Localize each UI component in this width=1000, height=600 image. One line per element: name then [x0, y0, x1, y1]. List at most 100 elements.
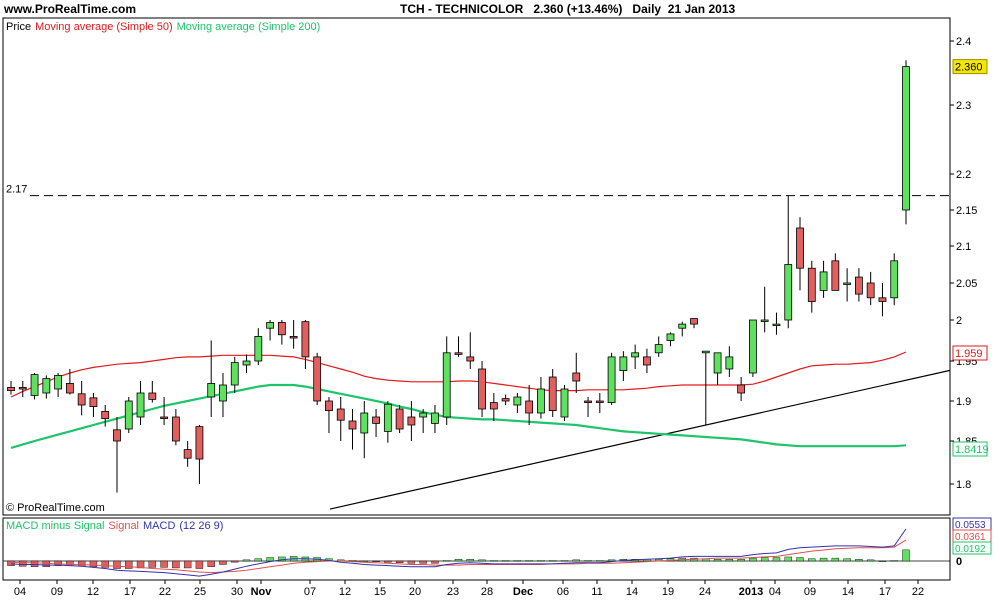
- candle-body: [325, 400, 333, 412]
- y-tick-label: 2.4: [956, 36, 971, 48]
- candle-body: [89, 397, 98, 407]
- candle-body: [548, 376, 557, 411]
- candle: [643, 348, 651, 373]
- x-tick-label: Nov: [251, 586, 273, 598]
- candle-body: [419, 412, 428, 418]
- candle-body: [313, 356, 322, 402]
- macd-hist-bar: [572, 559, 580, 562]
- macd-hist-bar: [749, 557, 757, 562]
- candle-body: [219, 384, 227, 402]
- macd-hist-bar: [819, 557, 828, 562]
- x-tick-label: 28: [481, 586, 493, 598]
- candle: [266, 320, 274, 341]
- candle: [854, 268, 863, 302]
- macd-hist-bar: [207, 560, 215, 568]
- macd-hist-bar: [160, 560, 168, 568]
- candle: [7, 381, 15, 395]
- y-tick-label: 1.8: [956, 479, 971, 491]
- x-tick-label: 2013: [739, 586, 763, 598]
- candle-body: [65, 382, 74, 394]
- x-tick-label: 04: [769, 586, 781, 598]
- x-tick-label: 22: [912, 586, 924, 598]
- macd-hist-bar: [772, 557, 781, 562]
- macd-hist-bar: [537, 560, 545, 562]
- macd-hist-bar: [490, 560, 498, 562]
- candle-body: [372, 416, 380, 424]
- macd-hist-bar: [254, 558, 263, 562]
- macd-hist-bar: [219, 560, 227, 565]
- macd-hist-bar: [77, 560, 86, 567]
- candle-body: [572, 372, 581, 382]
- candle-body: [643, 356, 651, 366]
- candle-body: [902, 66, 910, 211]
- x-tick-label: 15: [374, 586, 386, 598]
- last-hist-badge: 0.0192: [955, 544, 986, 555]
- candle-body: [701, 350, 710, 354]
- x-tick-label: 19: [662, 586, 674, 598]
- candle: [242, 354, 251, 373]
- macd-hist-bar: [584, 560, 592, 562]
- candle: [725, 346, 734, 377]
- candle: [772, 312, 781, 335]
- price-layer: 2.17: [6, 60, 951, 510]
- y-tick-label: 2.05: [956, 278, 977, 290]
- candle: [372, 409, 380, 437]
- candle: [595, 393, 604, 413]
- legend-ma50: Moving average (Simple 50): [35, 21, 173, 33]
- macd-hist-bar: [560, 560, 569, 562]
- candle: [113, 417, 121, 493]
- candle: [690, 318, 698, 329]
- macd-hist-bar: [136, 560, 145, 569]
- x-tick-label: 12: [339, 586, 351, 598]
- candle-body: [678, 323, 687, 329]
- candle: [654, 336, 663, 357]
- candle: [807, 260, 816, 313]
- axis-layer: 1.81.851.91.9522.052.12.152.22.32.42.360…: [14, 36, 992, 598]
- candle: [489, 393, 498, 421]
- watermark: © ProRealTime.com: [6, 502, 105, 514]
- macd-hist-bar: [607, 559, 616, 562]
- candle: [890, 253, 899, 306]
- legend-price-label: Price: [6, 21, 31, 33]
- candle: [866, 271, 875, 306]
- candle: [195, 425, 204, 484]
- candle: [501, 394, 510, 405]
- candle: [878, 283, 887, 317]
- candle-body: [383, 403, 392, 432]
- x-tick-label: 12: [87, 586, 99, 598]
- site-name[interactable]: www.ProRealTime.com: [4, 2, 137, 16]
- candle: [89, 393, 98, 417]
- candle-body: [595, 400, 604, 403]
- candle-body: [537, 388, 545, 414]
- macd-hist-bar: [796, 557, 804, 562]
- candle: [831, 253, 840, 291]
- candle-body: [819, 271, 828, 291]
- candle: [207, 340, 216, 417]
- ma50-line: [10, 351, 907, 398]
- candle: [313, 352, 322, 405]
- macd-hist-bar: [831, 557, 840, 562]
- x-tick-label: 23: [447, 586, 459, 598]
- x-tick-label: 20: [409, 586, 421, 598]
- candle-body: [772, 323, 781, 327]
- date: 21 Jan 2013: [667, 2, 736, 16]
- macd-hist-bar: [784, 556, 792, 562]
- candle-body: [195, 426, 204, 460]
- macd-hist-bar: [454, 559, 463, 562]
- macd-hist-bar: [407, 560, 416, 564]
- candle-body: [77, 393, 86, 406]
- macd-hist-bar: [596, 560, 604, 562]
- period: Daily: [632, 2, 662, 16]
- candle: [819, 260, 828, 298]
- candle-body: [254, 335, 263, 362]
- candle: [478, 361, 486, 417]
- candle-body: [854, 276, 863, 295]
- macd-hist-bar: [372, 560, 380, 563]
- last-ma200-badge-box: [952, 441, 988, 457]
- candle-body: [466, 356, 475, 362]
- legend-macd-line: MACD: [143, 520, 175, 532]
- candle-body: [513, 396, 522, 406]
- x-tick-label: 17: [879, 586, 891, 598]
- macd-hist-bar: [384, 560, 392, 563]
- y-tick-label: 2.3: [956, 100, 971, 112]
